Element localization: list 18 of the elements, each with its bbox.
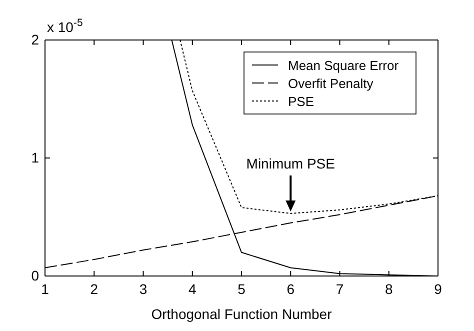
x-tick-label: 8: [384, 280, 393, 297]
annotation: Minimum PSE: [246, 155, 335, 172]
x-tick-label: 9: [434, 280, 442, 297]
y-tick-label: 2: [31, 31, 40, 48]
x-tick-label: 1: [41, 280, 50, 297]
legend-label: Overfit Penalty: [288, 76, 374, 91]
x-axis-title: Orthogonal Function Number: [151, 306, 332, 322]
x-tick-label: 3: [139, 280, 148, 297]
x-tick-label: 2: [90, 280, 98, 297]
x-tick-label: 4: [188, 280, 196, 297]
legend-label: PSE: [288, 94, 314, 109]
x-tick-label: 6: [286, 280, 295, 297]
text: x 10$^{-5}$: [47, 17, 83, 35]
legend-label: Mean Square Error: [288, 58, 400, 73]
x-tick-label: 5: [238, 280, 246, 297]
x-tick-label: 7: [336, 280, 344, 297]
y-tick-label: 0: [31, 267, 40, 284]
y-tick-label: 1: [31, 149, 40, 166]
